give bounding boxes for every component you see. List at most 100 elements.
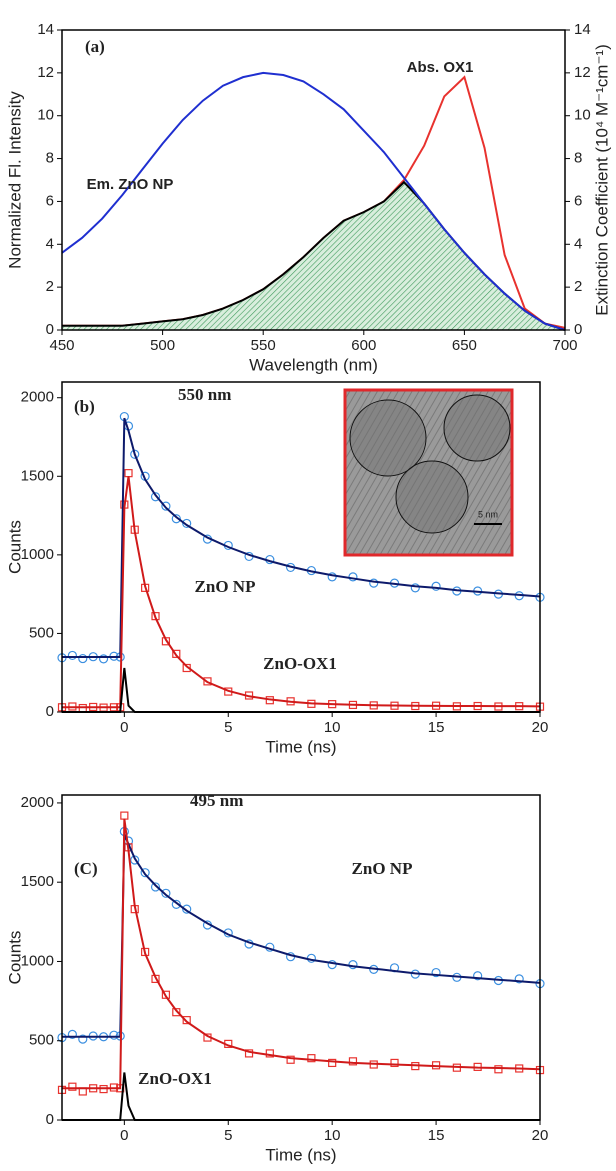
data-point — [431, 967, 441, 978]
series-line — [62, 417, 541, 658]
plot-frame — [61, 29, 566, 331]
y-axis-label: Counts — [5, 931, 24, 985]
y-tick-label: 1000 — [21, 546, 54, 563]
data-point — [67, 1029, 77, 1039]
series-label: ZnO NP — [352, 859, 413, 878]
y2-tick-label: 8 — [574, 150, 582, 167]
x-tick-label: 20 — [532, 719, 549, 736]
inset-scale: 5 nm — [478, 509, 498, 519]
data-point — [161, 990, 171, 999]
plot-frame — [61, 794, 541, 1121]
y-tick-label: 500 — [29, 1032, 54, 1049]
series-label: ZnO-OX1 — [263, 654, 337, 673]
x-tick-label: 20 — [532, 1127, 549, 1144]
data-point — [182, 904, 192, 914]
y-tick-label: 0 — [46, 321, 54, 338]
y2-tick-label: 6 — [574, 192, 582, 209]
data-point — [431, 581, 441, 591]
data-point — [78, 653, 88, 664]
x-tick-label: 15 — [428, 1127, 445, 1144]
data-point — [171, 899, 181, 909]
inset-image: 5 nm — [343, 388, 514, 557]
y-tick-label: 4 — [46, 235, 54, 252]
y-tick-label: 1500 — [21, 467, 54, 484]
data-point — [203, 677, 212, 686]
series-line — [62, 476, 541, 709]
x-tick-label: 600 — [351, 337, 376, 354]
data-point — [172, 649, 181, 658]
y-tick-label: 2000 — [21, 794, 54, 811]
x-tick-label: 15 — [428, 719, 445, 736]
y-tick-label: 2000 — [21, 389, 54, 406]
y-tick-label: 2 — [46, 278, 54, 295]
data-point — [473, 971, 483, 981]
data-point — [182, 1016, 191, 1025]
x-axis-label: Time (ns) — [265, 737, 336, 756]
x-tick-label: 550 — [251, 337, 276, 354]
series-label: ZnO NP — [195, 577, 256, 596]
x-tick-label: 450 — [49, 337, 74, 354]
x-tick-label: 650 — [452, 337, 477, 354]
data-point — [150, 492, 161, 502]
data-point — [120, 811, 129, 820]
y-tick-label: 8 — [46, 150, 54, 167]
x-axis-label: Time (ns) — [265, 1145, 336, 1164]
data-point — [98, 654, 109, 664]
data-point — [161, 888, 171, 898]
series-line — [61, 71, 566, 331]
data-point — [390, 1058, 399, 1068]
data-point — [109, 1030, 119, 1040]
y-tick-label: 6 — [46, 192, 54, 209]
data-point — [494, 1065, 503, 1074]
data-point — [172, 1008, 181, 1017]
y2-tick-label: 10 — [574, 107, 591, 124]
x-tick-label: 500 — [150, 337, 175, 354]
data-point — [369, 578, 379, 588]
data-point — [78, 1034, 88, 1044]
y-tick-label: 1000 — [21, 952, 54, 969]
y-tick-label: 0 — [46, 703, 54, 720]
data-point — [348, 1057, 358, 1066]
x-tick-label: 10 — [324, 719, 341, 736]
series-line — [62, 834, 541, 1038]
data-point — [410, 583, 420, 593]
overlap-area — [62, 182, 565, 330]
series-line — [62, 818, 541, 1090]
y-tick-label: 1500 — [21, 873, 54, 890]
data-point — [67, 650, 77, 661]
series-label: ZnO-OX1 — [138, 1069, 212, 1088]
data-point — [244, 1049, 254, 1058]
data-point — [514, 974, 524, 984]
x-tick-label: 5 — [224, 1127, 232, 1144]
series-label: Abs. OX1 — [407, 59, 474, 76]
series-label: Em. ZnO NP — [87, 176, 174, 193]
y2-tick-label: 12 — [574, 64, 591, 81]
annotation: (b) — [74, 397, 95, 416]
data-point — [265, 1049, 274, 1058]
data-point — [130, 449, 140, 459]
data-point — [150, 882, 161, 892]
data-point — [161, 501, 171, 511]
annotation: 550 nm — [178, 385, 231, 404]
y2-tick-label: 0 — [574, 321, 582, 338]
data-point — [140, 868, 150, 878]
y-tick-label: 500 — [29, 624, 54, 641]
annotation: (C) — [74, 859, 98, 878]
y-tick-label: 0 — [46, 1111, 54, 1128]
data-point — [307, 1054, 316, 1063]
annotation: 495 nm — [190, 791, 243, 810]
y-tick-label: 14 — [37, 21, 54, 38]
x-tick-label: 10 — [324, 1127, 341, 1144]
x-tick-label: 0 — [120, 1127, 128, 1144]
y2-tick-label: 14 — [574, 21, 591, 38]
x-tick-label: 5 — [224, 719, 232, 736]
data-point — [182, 518, 192, 529]
x-tick-label: 0 — [120, 719, 128, 736]
data-point — [328, 1058, 337, 1068]
y2-tick-label: 4 — [574, 235, 582, 252]
plot-frame — [61, 381, 541, 713]
y-tick-label: 12 — [37, 64, 54, 81]
x-axis-label: Wavelength (nm) — [249, 355, 378, 374]
x-tick-label: 700 — [552, 337, 577, 354]
